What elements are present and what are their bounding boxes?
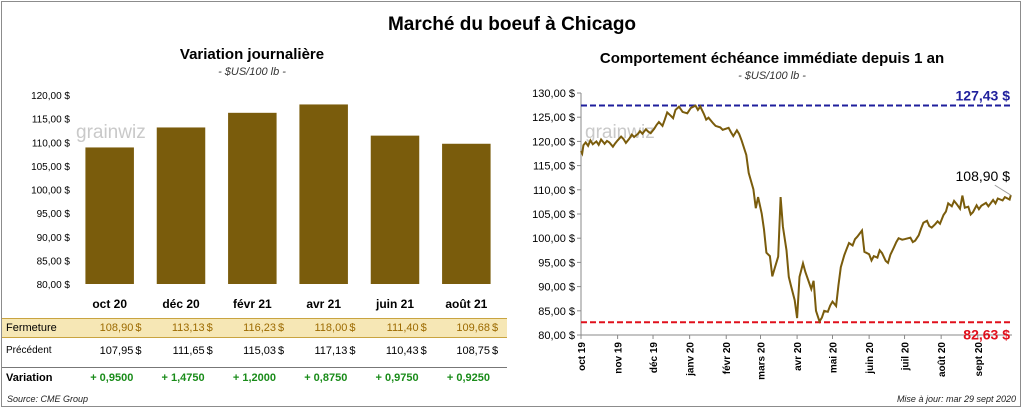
table-cell-unit: $	[349, 322, 356, 334]
table-cell-unit: $	[492, 322, 499, 334]
table-cell: 117,13	[314, 345, 348, 357]
y-tick-label: 85,00 $	[37, 256, 71, 267]
x-tick-label: avr 21	[306, 297, 341, 311]
x-tick-label: juin 20	[865, 342, 876, 375]
row-label-precedent: Précédent	[6, 345, 52, 356]
precedent-row: Précédent 107,95 $111,65 $115,03 $117,13 $11…	[2, 340, 507, 362]
table-cell: 116,23	[243, 322, 276, 334]
table-cell-unit: $	[135, 322, 142, 334]
bar-chart: grainwiz 80,00 $ 85,00 $ 90,00 $ 95,00 $ 100…	[31, 91, 491, 311]
line-chart: grainwiz 80,00 $ 85,00 $ 90,00 $ 95,00 $ 100…	[532, 87, 1012, 380]
page-title: Marché du boeuf à Chicago	[387, 14, 637, 35]
x-tick-label: déc 20	[162, 297, 200, 311]
x-tick-label: mai 20	[829, 342, 840, 374]
x-tick-label: août 21	[445, 297, 487, 311]
y-tick-label: 115,00 $	[533, 161, 575, 173]
fermeture-row: Fermeture 108,90 $113,13 $116,23 $118,00 $11…	[2, 318, 507, 338]
y-tick-label: 120,00 $	[532, 136, 575, 148]
y-tick-label: 95,00 $	[538, 257, 575, 269]
prices-table: Fermeture 108,90 $113,13 $116,23 $118,00 $11…	[2, 318, 507, 384]
left-chart-title: Variation journalière	[179, 46, 325, 63]
y-tick-label: 90,00 $	[37, 233, 71, 244]
table-cell-unit: $	[135, 345, 142, 357]
source-note: Source: CME Group	[7, 394, 89, 404]
right-chart-title: Comportement échéance immédiate depuis 1…	[599, 50, 945, 67]
y-tick-label: 90,00 $	[538, 282, 575, 294]
table-cell: 107,95	[99, 345, 134, 357]
x-tick-label: mars 20	[756, 342, 767, 380]
table-cell: 118,00	[314, 322, 348, 334]
last-value-label: 108,90 $	[956, 168, 1011, 184]
y-tick-label: 105,00 $	[31, 162, 70, 173]
table-cell: 113,13	[171, 322, 205, 334]
low-reference-label: 82,63 $	[963, 326, 1010, 342]
table-cell: + 1,2000	[232, 372, 276, 384]
x-tick-label: nov 19	[614, 342, 625, 374]
table-cell-unit: $	[420, 345, 427, 357]
last-value-leader	[994, 184, 1012, 196]
table-cell: 109,68	[456, 322, 490, 334]
y-tick-label: 115,00 $	[32, 115, 71, 126]
x-tick-label: août 20	[937, 342, 948, 377]
y-tick-label: 80,00 $	[538, 330, 575, 342]
bar	[299, 104, 348, 284]
table-cell: + 0,8750	[304, 372, 348, 384]
table-cell: 115,03	[243, 345, 276, 357]
x-tick-label: oct 19	[577, 342, 588, 371]
table-cell: 108,90	[99, 322, 134, 334]
table-cell-unit: $	[349, 345, 356, 357]
y-tick-label: 100,00 $	[31, 186, 70, 197]
x-tick-label: juin 21	[375, 297, 414, 311]
y-tick-label: 80,00 $	[37, 280, 71, 291]
y-tick-label: 120,00 $	[31, 91, 70, 102]
chart-watermark: grainwiz	[585, 122, 655, 143]
x-tick-label: janv 20	[686, 342, 697, 377]
y-tick-label: 105,00 $	[532, 209, 575, 221]
table-cell: 108,75	[456, 345, 490, 357]
table-cell: + 1,4750	[161, 372, 205, 384]
y-tick-label: 110,00 $	[32, 138, 71, 149]
x-tick-label: avr 20	[793, 342, 804, 371]
table-cell: + 0,9250	[446, 372, 490, 384]
x-tick-label: févr 20	[722, 342, 733, 375]
table-cell: 110,43	[385, 345, 419, 357]
y-tick-label: 100,00 $	[532, 233, 575, 245]
series-line	[580, 104, 1012, 324]
bar	[442, 143, 491, 284]
y-tick-label: 110,00 $	[533, 185, 575, 197]
table-cell-unit: $	[206, 345, 213, 357]
x-tick-label: sept 20	[974, 342, 985, 377]
x-tick-label: févr 21	[233, 297, 272, 311]
table-cell-unit: $	[206, 322, 213, 334]
variation-row: Variation + 0,9500 + 1,4750 + 1,2000 + 0,87…	[2, 367, 507, 389]
table-cell-unit: $	[278, 322, 285, 334]
bar	[228, 112, 277, 284]
update-note: Mise à jour: mar 29 sept 2020	[896, 394, 1016, 404]
y-tick-label: 125,00 $	[532, 112, 575, 124]
y-tick-label: 85,00 $	[538, 306, 575, 318]
y-tick-label: 130,00 $	[532, 88, 575, 100]
table-cell: 111,65	[172, 345, 205, 357]
x-tick-label: juil 20	[901, 342, 912, 372]
table-cell-unit: $	[278, 345, 285, 357]
x-tick-label: déc 19	[649, 342, 660, 374]
bar	[156, 127, 206, 284]
left-chart-subtitle: - $US/100 lb -	[218, 66, 286, 78]
chart-watermark: grainwiz	[76, 122, 146, 143]
bar	[85, 147, 134, 284]
table-cell-unit: $	[420, 322, 427, 334]
right-chart-subtitle: - $US/100 lb -	[738, 70, 806, 82]
bar	[370, 135, 420, 284]
table-cell: + 0,9750	[375, 372, 419, 384]
row-label-variation: Variation	[6, 372, 53, 384]
x-tick-label: oct 20	[92, 297, 127, 311]
row-label-fermeture: Fermeture	[6, 322, 57, 334]
table-cell: 111,40	[386, 322, 419, 334]
y-tick-label: 95,00 $	[37, 209, 71, 220]
high-reference-label: 127,43 $	[956, 87, 1011, 103]
table-cell: + 0,9500	[90, 372, 134, 384]
table-cell-unit: $	[492, 345, 499, 357]
